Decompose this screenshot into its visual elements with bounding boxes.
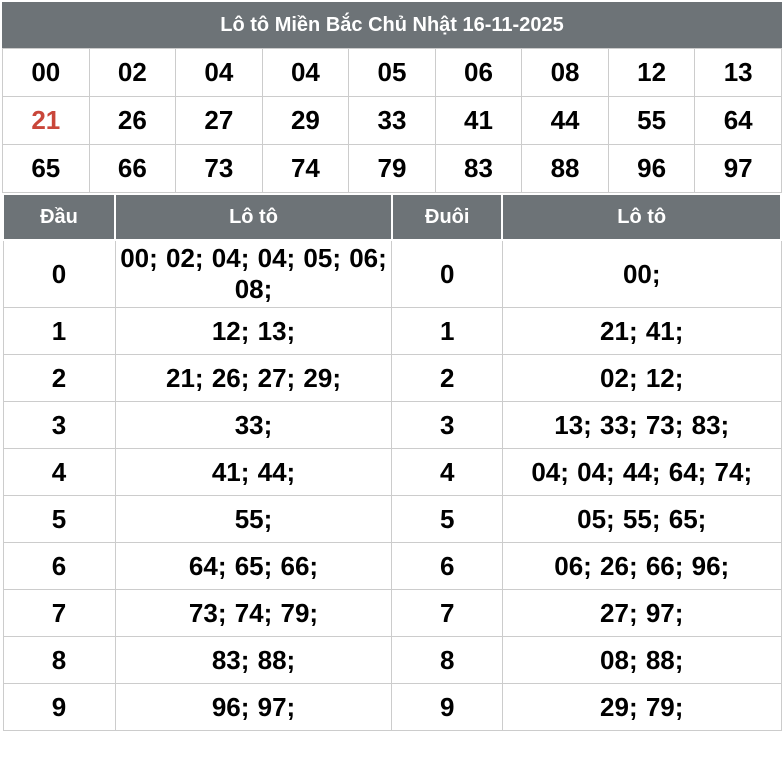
- dau-duoi-row: 2 21; 26; 27; 29; 2 02; 12;: [2, 354, 782, 403]
- lo-by-duoi-cell: 29; 79;: [501, 683, 782, 732]
- lo-by-dau-cell: 64; 65; 66;: [114, 542, 393, 591]
- loto-number-row: 65 66 73 74 79 83 88 96 97: [2, 144, 782, 193]
- loto-number-cell: 29: [261, 96, 350, 145]
- loto-number-cell: 44: [521, 96, 609, 145]
- loto-number-cell: 13: [694, 48, 782, 97]
- duoi-cell: 8: [391, 636, 503, 685]
- loto-number-cell: 96: [607, 144, 696, 193]
- loto-number-cell: 04: [261, 48, 350, 97]
- loto-number-row: 21 26 27 29 33 41 44 55 64: [2, 96, 782, 145]
- duoi-cell: 1: [391, 307, 503, 356]
- duoi-cell: 9: [391, 683, 503, 732]
- lottery-results-panel: Lô tô Miền Bắc Chủ Nhật 16-11-2025 00 02 0…: [1, 2, 782, 732]
- duoi-cell: 7: [391, 589, 503, 638]
- loto-number-cell: 41: [434, 96, 523, 145]
- loto-number-cell: 88: [521, 144, 609, 193]
- lo-by-dau-cell: 33;: [114, 401, 393, 450]
- dau-duoi-row: 6 64; 65; 66; 6 06; 26; 66; 96;: [2, 542, 782, 591]
- col-header-duoi: Đuôi: [390, 193, 504, 241]
- lo-by-duoi-cell: 05; 55; 65;: [501, 495, 782, 544]
- lo-by-dau-cell: 21; 26; 27; 29;: [114, 354, 393, 403]
- lo-by-dau-cell: 41; 44;: [114, 448, 393, 497]
- loto-number-cell: 66: [88, 144, 177, 193]
- loto-number-cell: 79: [348, 144, 436, 193]
- loto-number-cell: 04: [175, 48, 263, 97]
- dau-duoi-row: 3 33; 3 13; 33; 73; 83;: [2, 401, 782, 450]
- loto-number-cell: 08: [521, 48, 609, 97]
- loto-number-cell: 00: [2, 48, 90, 97]
- dau-duoi-row: 1 12; 13; 1 21; 41;: [2, 307, 782, 356]
- lo-by-duoi-cell: 08; 88;: [501, 636, 782, 685]
- lo-by-dau-cell: 00; 02; 04; 04; 05; 06; 08;: [114, 239, 393, 309]
- dau-cell: 6: [2, 542, 116, 591]
- dau-cell: 7: [2, 589, 116, 638]
- loto-number-cell: 27: [175, 96, 263, 145]
- lo-by-duoi-cell: 04; 04; 44; 64; 74;: [501, 448, 782, 497]
- dau-cell: 0: [2, 239, 116, 309]
- dau-duoi-row: 0 00; 02; 04; 04; 05; 06; 08; 0 00;: [2, 239, 782, 309]
- col-header-lo-by-dau: Lô tô: [114, 193, 393, 241]
- dau-duoi-row: 4 41; 44; 4 04; 04; 44; 64; 74;: [2, 448, 782, 497]
- dau-duoi-header-row: Đầu Lô tô Đuôi Lô tô: [1, 193, 782, 241]
- loto-number-cell: 55: [607, 96, 696, 145]
- dau-duoi-row: 8 83; 88; 8 08; 88;: [2, 636, 782, 685]
- loto-number-grid: 00 02 04 04 05 06 08 12 13 21 26 27 29 33 41 44 55 64 65 66…: [2, 48, 782, 193]
- loto-number-cell: 33: [348, 96, 436, 145]
- dau-duoi-row: 9 96; 97; 9 29; 79;: [2, 683, 782, 732]
- results-title: Lô tô Miền Bắc Chủ Nhật 16-11-2025: [2, 2, 782, 48]
- duoi-cell: 5: [391, 495, 503, 544]
- dau-cell: 5: [2, 495, 116, 544]
- duoi-cell: 3: [391, 401, 503, 450]
- loto-number-cell: 83: [434, 144, 523, 193]
- lo-by-dau-cell: 12; 13;: [114, 307, 393, 356]
- lo-by-duoi-cell: 13; 33; 73; 83;: [501, 401, 782, 450]
- loto-number-cell: 65: [2, 144, 90, 193]
- dau-cell: 8: [2, 636, 116, 685]
- lo-by-dau-cell: 55;: [114, 495, 393, 544]
- lo-by-duoi-cell: 00;: [501, 239, 782, 309]
- dau-cell: 3: [2, 401, 116, 450]
- loto-number-cell: 06: [434, 48, 523, 97]
- dau-duoi-row: 7 73; 74; 79; 7 27; 97;: [2, 589, 782, 638]
- col-header-dau: Đầu: [1, 193, 117, 241]
- dau-cell: 2: [2, 354, 116, 403]
- dau-cell: 9: [2, 683, 116, 732]
- dau-duoi-table: Đầu Lô tô Đuôi Lô tô 0 00; 02; 04; 04; 05…: [1, 193, 782, 732]
- loto-number-cell: 26: [88, 96, 177, 145]
- loto-number-cell: 12: [607, 48, 696, 97]
- loto-number-cell: 97: [694, 144, 782, 193]
- loto-number-cell: 05: [348, 48, 436, 97]
- duoi-cell: 0: [391, 239, 503, 309]
- loto-number-row: 00 02 04 04 05 06 08 12 13: [2, 48, 782, 97]
- lo-by-duoi-cell: 27; 97;: [501, 589, 782, 638]
- loto-number-cell: 64: [694, 96, 782, 145]
- lo-by-dau-cell: 83; 88;: [114, 636, 393, 685]
- dau-cell: 1: [2, 307, 116, 356]
- duoi-cell: 6: [391, 542, 503, 591]
- loto-number-cell: 73: [175, 144, 263, 193]
- loto-number-cell: 02: [88, 48, 177, 97]
- duoi-cell: 2: [391, 354, 503, 403]
- lo-by-duoi-cell: 02; 12;: [501, 354, 782, 403]
- lo-by-dau-cell: 96; 97;: [114, 683, 393, 732]
- lo-by-duoi-cell: 06; 26; 66; 96;: [501, 542, 782, 591]
- dau-duoi-row: 5 55; 5 05; 55; 65;: [2, 495, 782, 544]
- dau-cell: 4: [2, 448, 116, 497]
- lo-by-dau-cell: 73; 74; 79;: [114, 589, 393, 638]
- duoi-cell: 4: [391, 448, 503, 497]
- loto-number-cell: 74: [261, 144, 350, 193]
- special-number-cell: 21: [2, 96, 90, 145]
- col-header-lo-by-duoi: Lô tô: [501, 193, 782, 241]
- lo-by-duoi-cell: 21; 41;: [501, 307, 782, 356]
